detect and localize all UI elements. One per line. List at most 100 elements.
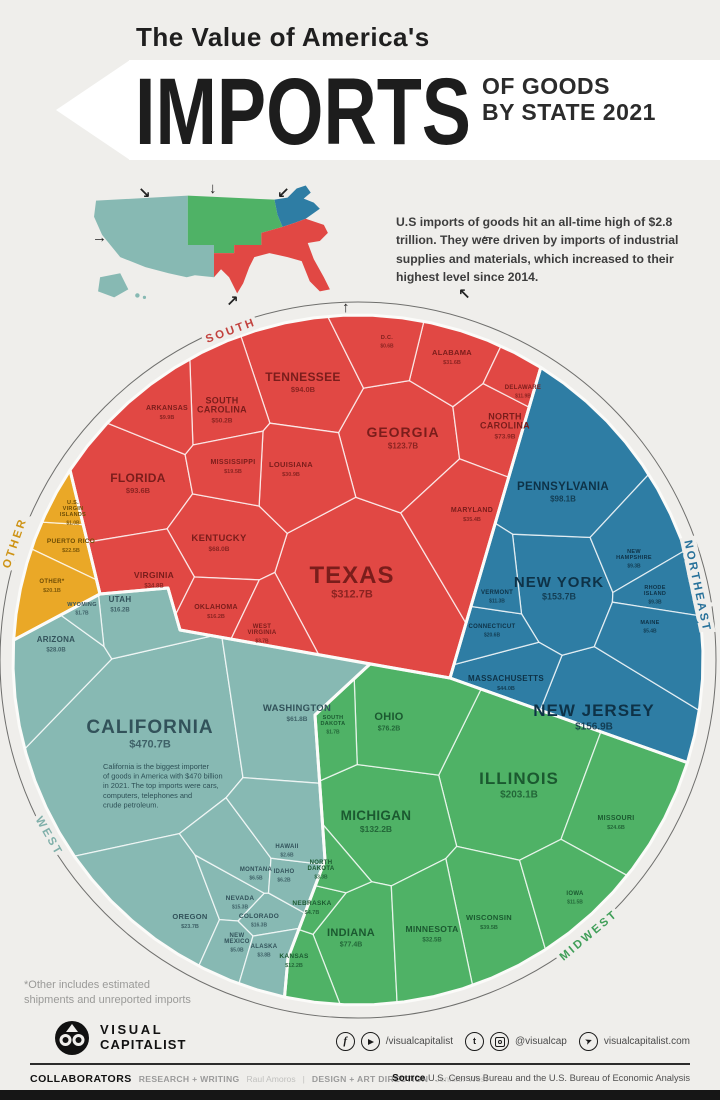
svg-text:$76.2B: $76.2B [378,726,401,733]
svg-text:MINNESOTA: MINNESOTA [405,924,458,934]
svg-text:$31.6B: $31.6B [443,360,461,366]
label-california: CALIFORNIA$470.7B [86,717,212,751]
svg-text:RHODE: RHODE [644,585,665,591]
source-credit: Source U.S. Census Bureau and the U.S. B… [392,1073,690,1084]
svg-text:ISLAND: ISLAND [644,591,666,597]
label-minnesota: MINNESOTA $32.5B [405,924,458,944]
svg-text:$32.5B: $32.5B [422,938,442,944]
svg-text:$94.0B: $94.0B [291,385,316,394]
map-alaska [98,273,129,298]
label-arkansas: ARKANSAS $9.9B [146,405,188,421]
svg-text:WYOMING: WYOMING [67,602,97,608]
svg-text:NORTH: NORTH [488,411,522,421]
svg-text:$3.8B: $3.8B [257,953,271,959]
social-handle: /visualcapitalist [385,1036,453,1047]
svg-text:NEW: NEW [230,933,245,939]
arrow-icon: ↖ [458,286,471,303]
svg-text:$2.6B: $2.6B [280,853,294,859]
subtitle: OF GOODS BY STATE 2021 [482,73,656,126]
svg-text:$132.2B: $132.2B [360,824,392,834]
svg-text:FLORIDA: FLORIDA [110,471,165,485]
label-wisconsin: WISCONSIN $39.5B [466,913,512,931]
arrow-icon: ↙ [277,185,290,202]
svg-text:$98.1B: $98.1B [550,495,576,504]
svg-text:$44.0B: $44.0B [497,686,515,692]
svg-text:COLORADO: COLORADO [239,913,279,920]
svg-text:DAKOTA: DAKOTA [321,721,346,727]
svg-text:$123.7B: $123.7B [388,442,418,451]
social-handle: visualcapitalist.com [603,1036,690,1047]
svg-text:$30.9B: $30.9B [282,472,300,478]
svg-text:$1.7B: $1.7B [326,729,340,735]
svg-text:$24.6B: $24.6B [607,825,625,831]
label-colorado: COLORADO $16.3B [239,913,279,929]
label-wyoming: WYOMING $1.7B [67,602,97,617]
svg-text:OTHER*: OTHER* [39,579,64,585]
label-florida: FLORIDA$93.6B [110,471,165,495]
svg-text:MEXICO: MEXICO [224,939,250,945]
svg-text:computers, telephones and: computers, telephones and [103,791,192,800]
label-texas: TEXAS$312.7B [309,562,393,601]
arrow-icon: → [92,229,107,246]
collaborators-label: COLLABORATORS [30,1073,132,1085]
label-new-jersey: NEW JERSEY $156.9B [533,701,654,733]
subtitle-line1: OF GOODS [482,73,610,99]
svg-text:of goods in America with $470: of goods in America with $470 billion [103,772,223,781]
svg-text:California is the biggest impo: California is the biggest importer [103,762,210,771]
svg-text:HAMPSHIRE: HAMPSHIRE [616,555,652,561]
svg-text:$34.8B: $34.8B [144,584,164,590]
cursor-icon: ➤ [578,1032,598,1051]
label-vermont: VERMONT $11.3B [481,590,513,605]
svg-text:LOUISIANA: LOUISIANA [269,460,313,469]
svg-text:$11.5B: $11.5B [567,900,583,906]
svg-text:OREGON: OREGON [172,912,207,921]
svg-text:$16.2B: $16.2B [207,614,225,620]
svg-text:ALABAMA: ALABAMA [432,348,472,357]
svg-text:VIRGINIA: VIRGINIA [247,630,276,636]
svg-text:NEW YORK: NEW YORK [514,574,604,591]
label-d-c: D.C. $0.6B [380,335,394,350]
map-south-region [213,218,330,294]
label-washington: WASHINGTON $61.8B [263,703,331,723]
social-handle: @visualcap [515,1036,567,1047]
svg-text:MISSISSIPPI: MISSISSIPPI [211,459,256,466]
svg-text:$61.8B: $61.8B [287,716,308,723]
svg-text:$77.4B: $77.4B [340,942,363,949]
svg-text:D.C.: D.C. [381,335,393,341]
vc-logo-icon [55,1021,89,1055]
social-links: f /visualcapitalist t @visualcap ➤ visua… [335,1032,696,1051]
label-virginia: VIRGINIA $34.8B [134,570,174,590]
svg-text:MISSOURI: MISSOURI [597,815,634,822]
svg-text:$470.7B: $470.7B [129,739,171,751]
design-name: Jennifer West [435,1074,488,1084]
subtitle-line2: BY STATE 2021 [482,98,656,125]
left-arrow-banner-icon [56,60,130,160]
label-nevada: NEVADA $15.3B [226,895,254,911]
svg-text:$5.4B: $5.4B [643,629,657,635]
instagram-icon [490,1032,509,1051]
svg-text:$20.6B: $20.6B [484,633,501,639]
svg-text:NORTH: NORTH [310,860,333,866]
label-illinois: ILLINOIS $203.1B [479,769,558,801]
arrow-icon: ← [480,227,495,244]
footer-divider [30,1063,690,1065]
svg-text:$153.7B: $153.7B [542,592,577,602]
svg-text:$20.1B: $20.1B [43,588,61,594]
svg-text:$28.0B: $28.0B [46,648,66,654]
svg-text:WISCONSIN: WISCONSIN [466,913,512,922]
svg-text:NEW JERSEY: NEW JERSEY [533,701,654,720]
label-tennessee: TENNESSEE$94.0B [265,370,340,394]
svg-text:$22.5B: $22.5B [62,548,80,554]
vc-logo-text: VISUAL CAPITALIST [100,1022,187,1052]
svg-text:$4.7B: $4.7B [305,910,320,916]
map-hawaii [135,293,140,298]
label-idaho: IDAHO $6.2B [274,869,295,884]
us-regions-map [94,185,330,300]
